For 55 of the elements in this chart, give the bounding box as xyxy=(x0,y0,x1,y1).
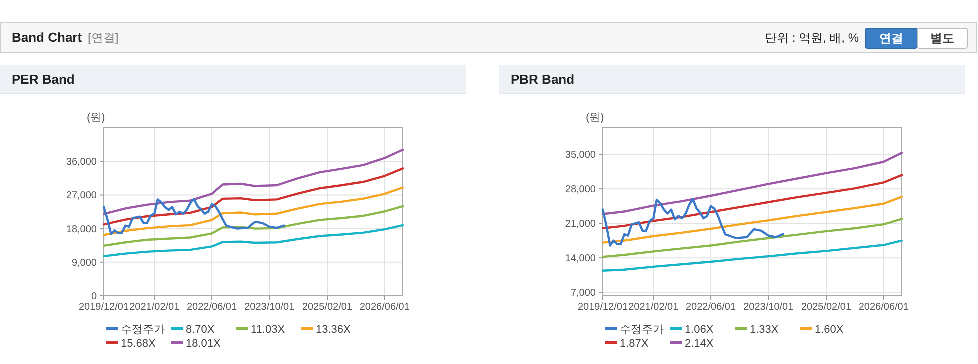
line-series xyxy=(102,186,404,236)
legend-label: 1.33X xyxy=(750,324,780,336)
x-tick-label: 2022/06/01 xyxy=(186,302,238,313)
y-tick-label: 7,000 xyxy=(570,288,596,300)
y-tick-label: 27,000 xyxy=(66,190,98,202)
x-tick-label: 2021/02/01 xyxy=(130,302,180,313)
x-tick-label: 2026/06/01 xyxy=(858,302,910,313)
text: 연결 xyxy=(880,32,904,46)
line-series xyxy=(602,152,904,216)
y-axis-title: (원) xyxy=(586,112,604,124)
line-series xyxy=(602,198,784,247)
y-axis-title: (원) xyxy=(87,112,106,124)
y-tick-label: 18,000 xyxy=(66,224,98,236)
line-series xyxy=(602,174,904,230)
text: 단위 : 억원, 배, % xyxy=(764,31,860,45)
line-series xyxy=(102,168,404,226)
y-tick-label: 35,000 xyxy=(565,150,596,162)
legend-label: 2.14X xyxy=(685,338,714,350)
text: Band Chart xyxy=(12,30,83,45)
line-series xyxy=(602,196,904,244)
y-tick-label: 14,000 xyxy=(565,254,596,265)
x-tick-label: 2019/12/01 xyxy=(78,302,130,313)
legend-label: 수정주가 xyxy=(620,324,664,336)
x-tick-label: 2023/10/01 xyxy=(744,302,794,313)
line-series xyxy=(102,148,404,216)
legend-label: 11.03X xyxy=(251,324,286,336)
text: [연결] xyxy=(88,31,119,45)
legend-label: 1.87X xyxy=(620,338,650,350)
chart-title: PBR Band xyxy=(511,72,575,87)
x-tick-label: 2022/06/01 xyxy=(686,302,736,313)
legend-label: 8.70X xyxy=(186,324,216,336)
y-tick-label: 28,000 xyxy=(565,184,596,196)
y-tick-label: 36,000 xyxy=(66,157,98,168)
chart-title: PER Band xyxy=(12,72,75,87)
text: 별도 xyxy=(930,32,954,46)
x-tick-label: 2025/02/01 xyxy=(801,302,852,313)
line-series xyxy=(102,205,404,248)
x-tick-label: 2021/02/01 xyxy=(628,302,680,313)
x-tick-label: 2025/02/01 xyxy=(302,302,353,313)
legend-label: 1.06X xyxy=(685,324,714,336)
line-series xyxy=(602,240,904,272)
x-tick-label: 2019/12/01 xyxy=(578,302,628,313)
y-tick-label: 0 xyxy=(91,292,98,302)
x-tick-label: 2026/06/01 xyxy=(360,302,410,313)
y-tick-label: 21,000 xyxy=(565,219,596,230)
legend-label: 15.68X xyxy=(121,338,157,350)
line-series xyxy=(102,224,404,258)
line-series xyxy=(602,218,904,258)
legend-label: 1.60X xyxy=(815,324,844,336)
y-tick-label: 9,000 xyxy=(72,258,98,269)
legend-label: 18.01X xyxy=(186,338,222,350)
x-tick-label: 2023/10/01 xyxy=(244,302,296,313)
line-series xyxy=(102,198,286,236)
legend-label: 수정주가 xyxy=(121,324,165,336)
legend-label: 13.36X xyxy=(316,324,352,336)
